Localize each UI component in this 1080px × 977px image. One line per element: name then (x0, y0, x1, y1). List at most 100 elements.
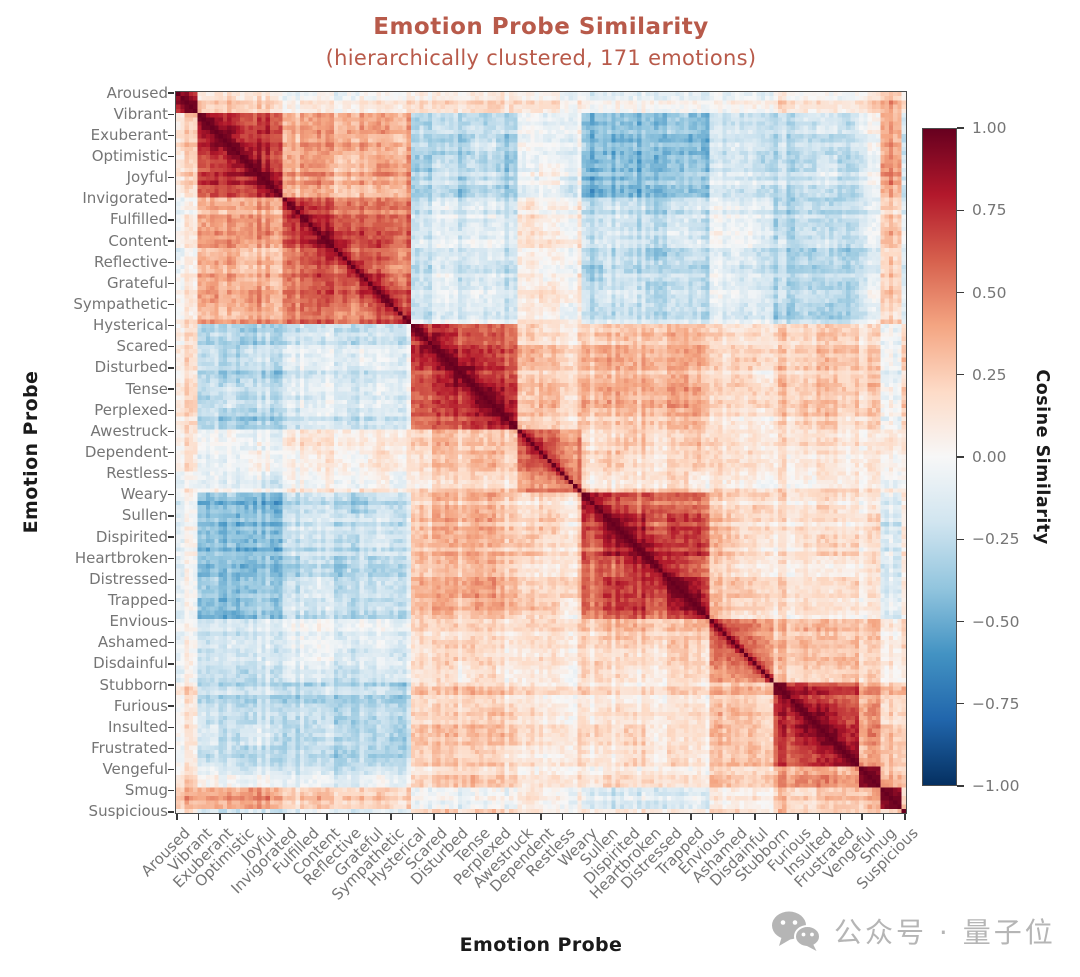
x-tick (625, 814, 628, 820)
x-tick (797, 814, 799, 820)
y-tick-label: Perplexed (94, 400, 168, 419)
y-tick (168, 536, 174, 538)
y-tick (168, 790, 174, 792)
y-tick (168, 663, 174, 665)
y-tick (168, 472, 174, 475)
heatmap-canvas (176, 92, 906, 813)
y-tick (168, 134, 174, 137)
x-tick (176, 814, 178, 820)
x-tick (668, 814, 671, 820)
x-tick (861, 814, 863, 820)
x-tick (604, 814, 606, 820)
colorbar-tick (957, 538, 964, 540)
colorbar-tick-label: 0.00 (972, 448, 1007, 466)
x-tick (540, 814, 542, 820)
y-tick (168, 113, 174, 115)
y-tick-label: Dispirited (95, 527, 168, 546)
colorbar-tick (957, 127, 964, 129)
x-tick (583, 814, 585, 820)
x-tick (369, 814, 371, 820)
colorbar-tick (957, 291, 964, 294)
y-tick (168, 494, 174, 496)
y-tick-label: Awestruck (90, 421, 168, 440)
wechat-icon (772, 911, 821, 951)
y-tick-label: Smug (124, 781, 168, 800)
colorbar-tick-label: 0.75 (972, 201, 1007, 220)
x-tick (839, 814, 842, 820)
y-tick-label: Distressed (89, 569, 168, 588)
y-tick (168, 219, 174, 221)
y-tick-label: Envious (109, 612, 168, 631)
y-tick (168, 705, 174, 707)
colorbar-tick-label: −0.50 (972, 612, 1020, 631)
y-tick-label: Sullen (121, 506, 168, 525)
y-tick-label: Reflective (93, 252, 168, 271)
x-axis-label: Emotion Probe (459, 934, 623, 956)
x-tick (476, 814, 478, 820)
x-tick (518, 814, 521, 820)
y-tick-label: Ashamed (97, 633, 168, 652)
y-tick-label: Stubborn (99, 675, 168, 694)
y-tick (168, 324, 174, 327)
x-tick (283, 814, 285, 820)
y-tick-label: Content (108, 231, 168, 250)
y-tick-label: Invigorated (82, 189, 168, 208)
colorbar-tick-label: 0.50 (972, 283, 1007, 302)
y-tick-label: Hysterical (92, 316, 168, 335)
y-tick (168, 642, 174, 644)
y-tick (168, 282, 174, 285)
y-tick (168, 811, 174, 813)
x-tick (262, 814, 264, 820)
y-tick (168, 409, 174, 411)
y-tick-label: Weary (120, 485, 168, 504)
x-tick (454, 814, 457, 820)
y-tick (168, 620, 174, 623)
colorbar-tick (957, 374, 964, 376)
colorbar-label: Cosine Similarity (1032, 369, 1052, 545)
y-tick-label: Dependent (84, 443, 168, 461)
colorbar-tick (957, 620, 964, 623)
y-tick-label: Exuberant (90, 125, 168, 144)
y-tick-label: Restless (106, 464, 168, 483)
y-tick-label: Tense (125, 379, 168, 398)
x-tick (390, 814, 392, 820)
x-tick (347, 814, 350, 820)
y-tick-label: Heartbroken (74, 548, 168, 567)
x-tick (197, 814, 200, 820)
y-tick (168, 726, 174, 728)
y-tick (168, 515, 174, 517)
colorbar-tick-label: −1.00 (972, 777, 1020, 795)
y-tick-label: Sympathetic (73, 295, 168, 314)
y-tick (168, 578, 174, 581)
y-tick (168, 557, 174, 559)
chart-subtitle: (hierarchically clustered, 171 emotions) (325, 46, 757, 70)
watermark-text: 公众号 · 量子位 (834, 916, 1056, 949)
colorbar-tick (957, 785, 964, 787)
y-tick-label: Aroused (106, 83, 168, 102)
y-tick (168, 388, 174, 390)
y-tick (168, 261, 174, 263)
y-tick (168, 599, 174, 602)
y-tick (168, 684, 174, 686)
x-tick (690, 814, 692, 820)
y-tick-label: Scared (116, 337, 168, 356)
y-tick (168, 176, 174, 179)
x-tick (818, 814, 820, 820)
y-tick (168, 155, 174, 158)
x-tick (775, 814, 778, 820)
x-tick (711, 814, 713, 820)
x-tick (240, 814, 243, 820)
y-tick-label: Optimistic (91, 147, 168, 166)
y-tick-label: Joyful (126, 168, 168, 187)
colorbar-tick-label: 0.25 (972, 365, 1007, 384)
y-tick-label: Vibrant (113, 104, 168, 123)
x-tick (904, 814, 906, 820)
colorbar-tick (957, 209, 964, 211)
chart-title: Emotion Probe Similarity (373, 14, 709, 40)
y-tick (168, 451, 174, 454)
x-tick (326, 814, 328, 820)
y-tick-label: Trapped (107, 590, 168, 609)
y-tick-label: Insulted (107, 717, 168, 736)
x-tick (433, 814, 435, 820)
x-tick (304, 814, 307, 820)
